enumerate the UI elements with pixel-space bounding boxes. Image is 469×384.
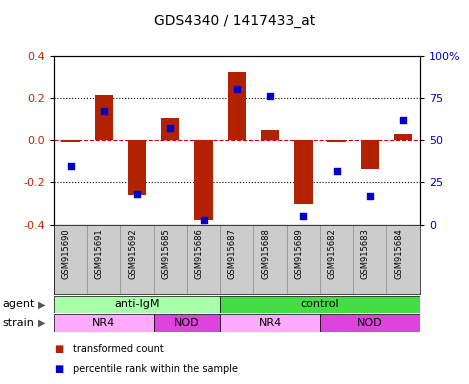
Text: NR4: NR4 (258, 318, 282, 328)
Text: GDS4340 / 1417433_at: GDS4340 / 1417433_at (154, 14, 315, 28)
Text: NOD: NOD (174, 318, 200, 328)
Bar (128, 140, 146, 195)
Text: GSM915683: GSM915683 (361, 228, 370, 279)
Text: transformed count: transformed count (73, 344, 163, 354)
Text: GSM915690: GSM915690 (61, 228, 70, 279)
Text: anti-IgM: anti-IgM (114, 299, 160, 310)
Point (133, 191, 141, 197)
Text: GSM915691: GSM915691 (95, 228, 104, 279)
Point (333, 167, 340, 174)
Text: GSM915689: GSM915689 (295, 228, 303, 279)
Text: GSM915688: GSM915688 (261, 228, 270, 279)
Text: ▶: ▶ (38, 299, 45, 310)
Point (266, 93, 274, 99)
Point (166, 125, 174, 131)
Text: GSM915692: GSM915692 (128, 228, 137, 279)
Bar (195, 140, 213, 220)
Bar (227, 71, 246, 140)
Bar (261, 130, 279, 140)
Text: ■: ■ (54, 344, 63, 354)
Text: GSM915686: GSM915686 (195, 228, 204, 279)
Text: ■: ■ (54, 364, 63, 374)
Bar (54, 314, 154, 332)
Text: agent: agent (2, 299, 35, 310)
Point (100, 108, 107, 114)
Bar (327, 140, 346, 142)
Bar (220, 314, 320, 332)
Bar (161, 118, 180, 140)
Bar (394, 134, 412, 140)
Text: NOD: NOD (357, 318, 383, 328)
Bar (320, 314, 420, 332)
Text: percentile rank within the sample: percentile rank within the sample (73, 364, 238, 374)
Text: GSM915685: GSM915685 (161, 228, 170, 279)
Text: control: control (301, 299, 339, 310)
Text: NR4: NR4 (92, 318, 115, 328)
Bar (361, 140, 379, 169)
Text: GSM915682: GSM915682 (328, 228, 337, 279)
Point (233, 86, 241, 93)
Point (366, 193, 374, 199)
Point (400, 117, 407, 123)
Bar (95, 95, 113, 140)
Point (200, 217, 207, 223)
Bar (294, 140, 312, 204)
Text: GSM915687: GSM915687 (228, 228, 237, 279)
Point (67, 162, 74, 169)
Bar (54, 296, 220, 313)
Bar (154, 314, 220, 332)
Bar (61, 140, 80, 142)
Text: strain: strain (2, 318, 34, 328)
Text: GSM915684: GSM915684 (394, 228, 403, 279)
Text: ▶: ▶ (38, 318, 45, 328)
Point (300, 213, 307, 219)
Bar (220, 296, 420, 313)
